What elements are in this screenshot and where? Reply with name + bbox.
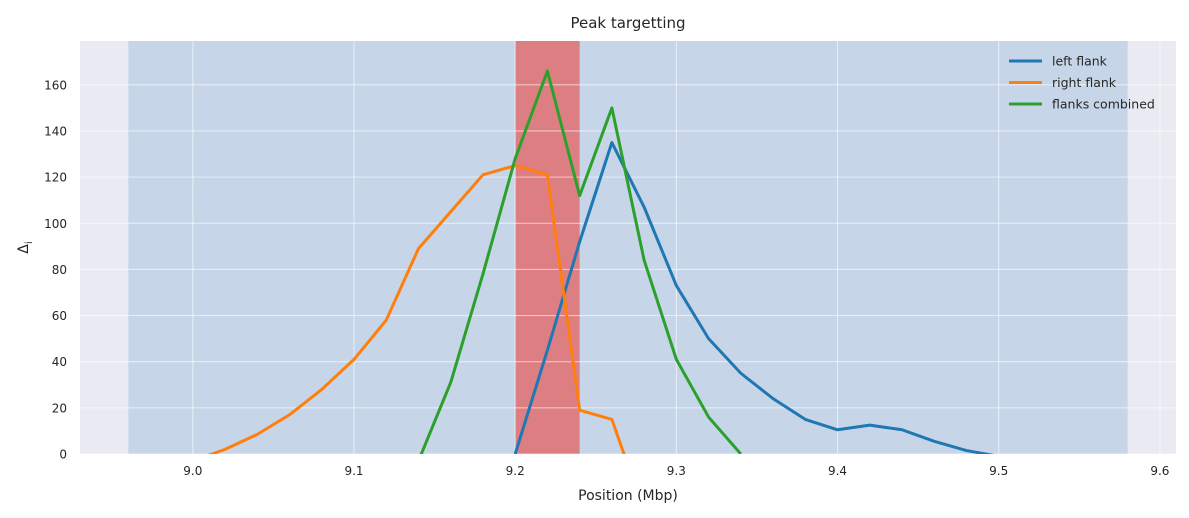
y-tick-label: 140	[44, 124, 67, 138]
y-tick-label: 100	[44, 217, 67, 231]
x-tick-label: 9.4	[828, 464, 847, 478]
x-tick-label: 9.0	[183, 464, 202, 478]
search-region-span	[128, 41, 1128, 454]
y-tick-label: 40	[52, 355, 67, 369]
x-tick-label: 9.1	[344, 464, 363, 478]
y-tick-label: 80	[52, 263, 67, 277]
chart-title: Peak targetting	[570, 14, 685, 32]
x-tick-label: 9.6	[1150, 464, 1169, 478]
x-tick-label: 9.5	[989, 464, 1008, 478]
x-tick-label: 9.3	[667, 464, 686, 478]
series-line-2	[419, 69, 742, 454]
y-axis-label-subscript: i	[24, 241, 35, 244]
legend: left flank right flank flanks combined	[1009, 54, 1155, 112]
y-tick-label: 20	[52, 401, 67, 415]
y-axis-label: Δi	[16, 241, 35, 253]
y-tick-label: 0	[59, 448, 67, 462]
y-tick-label: 60	[52, 309, 67, 323]
x-tick-label: 9.2	[506, 464, 525, 478]
y-tick-label: 120	[44, 171, 67, 185]
legend-label-1: right flank	[1052, 75, 1117, 90]
y-tick-label: 160	[44, 78, 67, 92]
y-axis-label-main: Δ	[16, 244, 32, 254]
series-line-1	[207, 164, 626, 454]
series-line-0	[513, 141, 995, 454]
x-axis-label: Position (Mbp)	[578, 488, 678, 504]
target-region-span	[515, 41, 580, 454]
legend-label-2: flanks combined	[1052, 97, 1155, 112]
legend-label-0: left flank	[1052, 54, 1108, 69]
